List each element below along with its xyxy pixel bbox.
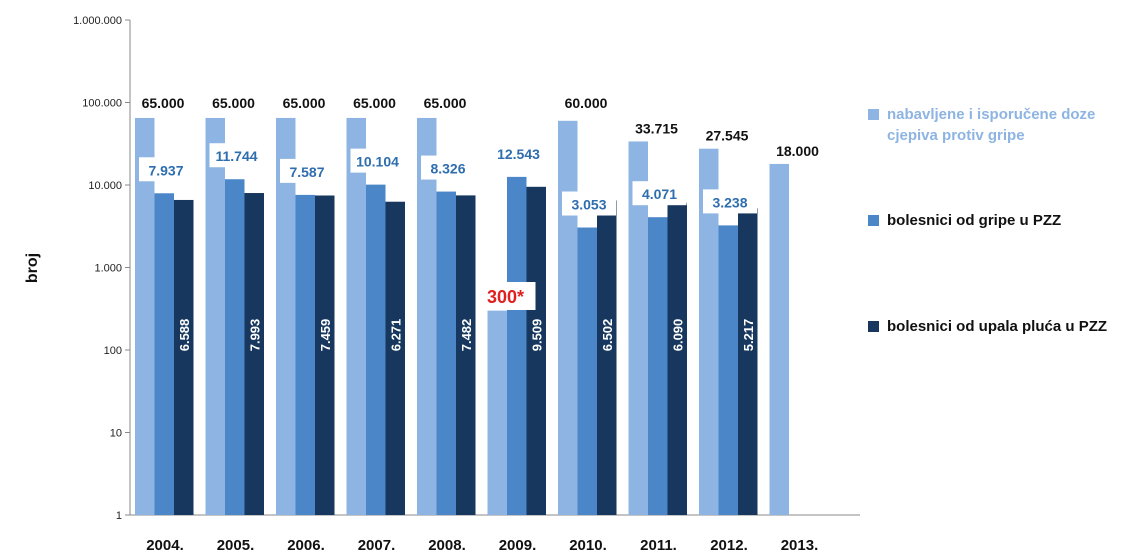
- data-label-box: [280, 158, 334, 183]
- data-label-pneumonia-patients: 6.502: [600, 319, 615, 352]
- x-tick-label: 2007.: [358, 537, 396, 554]
- data-label-vaccine-doses: 65.000: [283, 95, 326, 111]
- x-tick-label: 2009.: [499, 537, 537, 554]
- x-tick-label: 2013.: [781, 537, 819, 554]
- bar-flu-patients: [507, 176, 527, 515]
- data-label-box: [491, 140, 546, 165]
- y-tick-label: 10.000: [88, 180, 122, 192]
- bar-vaccine-doses: [487, 310, 507, 515]
- y-tick-label: 10: [110, 428, 122, 440]
- data-label-box: [562, 191, 616, 216]
- data-label-box: [703, 189, 757, 214]
- y-tick-label: 1.000: [94, 263, 122, 275]
- bar-pneumonia-patients: [526, 186, 546, 515]
- bar-vaccine-doses: [205, 117, 225, 516]
- data-label-box: [475, 282, 536, 310]
- data-label-vaccine-doses: 33.715: [635, 120, 678, 136]
- data-label-pneumonia-patients: 7.993: [247, 319, 262, 352]
- data-label-box: [632, 181, 687, 206]
- legend-label-pneumonia-patients: bolesnici od upala pluća u PZZ: [887, 318, 1108, 335]
- legend-item-flu-patients: bolesnici od gripe u PZZ: [868, 210, 1123, 231]
- data-label-box: [139, 157, 193, 182]
- bar-flu-patients: [436, 191, 456, 515]
- data-label-vaccine-doses: 65.000: [424, 95, 467, 111]
- data-label-box: [209, 143, 264, 168]
- y-axis-label: broj: [24, 253, 41, 283]
- data-label-box: [421, 155, 475, 180]
- bar-pneumonia-patients: [385, 201, 405, 515]
- bar-pneumonia-patients: [738, 208, 758, 515]
- data-label-flu-patients: 12.543: [497, 146, 540, 162]
- bar-flu-patients: [366, 184, 386, 515]
- x-tick-label: 2008.: [428, 537, 466, 554]
- bar-pneumonia-patients: [244, 193, 264, 516]
- bar-vaccine-doses: [135, 117, 155, 516]
- bar-flu-patients: [648, 217, 668, 516]
- bar-vaccine-doses: [699, 148, 719, 515]
- data-label-vaccine-doses: 18.000: [776, 143, 819, 159]
- legend-swatch-flu-patients: [868, 215, 879, 226]
- data-label-vaccine-doses: 65.000: [353, 95, 396, 111]
- x-tick-label: 2012.: [710, 537, 748, 554]
- legend-item-pneumonia-patients: bolesnici od upala pluća u PZZ: [868, 316, 1123, 337]
- bar-pneumonia-patients: [174, 199, 194, 516]
- data-label-flu-patients: 4.071: [642, 186, 677, 202]
- data-label-pneumonia-patients: 5.217: [741, 319, 756, 352]
- data-label-vaccine-doses: 60.000: [565, 95, 608, 111]
- bar-vaccine-doses: [769, 163, 789, 516]
- data-label-pneumonia-patients: 9.509: [529, 319, 544, 352]
- bar-pneumonia-patients: [315, 195, 335, 515]
- legend-swatch-vaccine-doses: [868, 109, 879, 120]
- data-label-pneumonia-patients: 6.090: [670, 319, 685, 352]
- data-label-pneumonia-patients: 7.482: [459, 319, 474, 352]
- bar-flu-patients: [577, 227, 597, 515]
- data-label-box: [350, 148, 405, 173]
- x-tick-label: 2006.: [287, 537, 325, 554]
- data-label-pneumonia-patients: 7.459: [318, 319, 333, 352]
- bar-pneumonia-patients: [456, 195, 476, 515]
- data-label-vaccine-doses: 65.000: [212, 95, 255, 111]
- x-tick-label: 2011.: [640, 537, 677, 554]
- data-label-flu-patients: 3.238: [712, 194, 747, 210]
- bar-flu-patients: [154, 193, 174, 515]
- data-label-flu-patients: 8.326: [430, 161, 465, 177]
- legend-label-vaccine-doses: nabavljene i isporučene doze cjepiva pro…: [887, 106, 1096, 144]
- legend-label-flu-patients: bolesnici od gripe u PZZ: [887, 212, 1062, 229]
- data-label-flu-patients: 11.744: [215, 148, 257, 164]
- y-tick-label: 1: [116, 510, 122, 522]
- legend-swatch-pneumonia-patients: [868, 321, 879, 332]
- bar-flu-patients: [295, 194, 315, 515]
- bar-flu-patients: [718, 225, 738, 515]
- data-label-vaccine-doses: 300*: [487, 287, 524, 307]
- x-tick-label: 2010.: [569, 537, 607, 554]
- data-label-pneumonia-patients: 6.271: [388, 319, 403, 352]
- data-label-vaccine-doses: 65.000: [142, 95, 185, 111]
- bar-vaccine-doses: [628, 141, 648, 515]
- bar-pneumonia-patients: [667, 202, 687, 515]
- bar-vaccine-doses: [276, 117, 296, 516]
- data-label-flu-patients: 3.053: [571, 197, 606, 213]
- data-label-vaccine-doses: 27.545: [706, 128, 749, 144]
- x-tick-label: 2005.: [217, 537, 255, 554]
- bar-vaccine-doses: [558, 120, 578, 515]
- y-tick-label: 100: [104, 345, 122, 357]
- legend-item-vaccine-doses: nabavljene i isporučene doze cjepiva pro…: [868, 104, 1123, 146]
- y-tick-label: 1.000.000: [73, 15, 122, 27]
- y-tick-label: 100.000: [82, 98, 122, 110]
- data-label-pneumonia-patients: 6.588: [177, 319, 192, 352]
- bar-vaccine-doses: [417, 117, 437, 516]
- data-label-flu-patients: 7.587: [289, 164, 324, 180]
- bar-pneumonia-patients: [597, 200, 617, 515]
- data-label-flu-patients: 10.104: [356, 154, 399, 170]
- x-tick-label: 2004.: [146, 537, 184, 554]
- bar-flu-patients: [225, 179, 245, 515]
- data-label-flu-patients: 7.937: [148, 162, 183, 178]
- bar-vaccine-doses: [346, 117, 366, 516]
